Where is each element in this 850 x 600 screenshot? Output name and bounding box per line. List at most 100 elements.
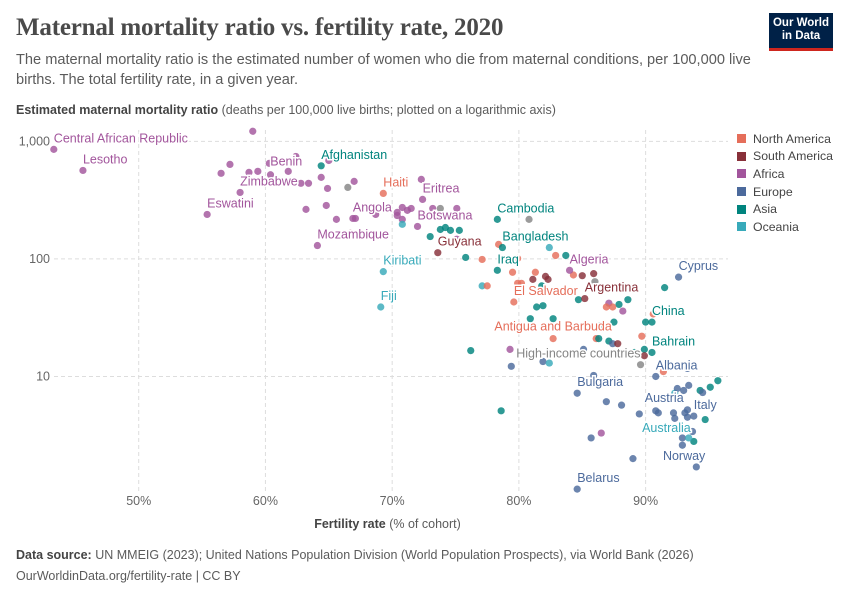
source-label: Data source: — [16, 548, 92, 562]
data-point — [50, 145, 58, 153]
legend-label: Oceania — [753, 219, 799, 234]
legend-swatch — [737, 151, 746, 161]
legend-swatch — [737, 134, 746, 144]
data-point — [236, 188, 244, 197]
legend-item[interactable]: Africa — [737, 165, 833, 183]
data-point — [203, 210, 211, 219]
data-point — [674, 273, 683, 281]
data-point — [398, 215, 406, 223]
data-point — [79, 166, 87, 175]
data-point — [640, 345, 648, 353]
data-point — [507, 362, 515, 370]
data-point — [462, 253, 470, 262]
data-point — [525, 215, 533, 223]
data-point — [429, 204, 437, 213]
data-point — [413, 222, 422, 231]
data-point — [529, 275, 537, 283]
data-point — [545, 359, 553, 367]
legend-item[interactable]: Europe — [737, 183, 833, 201]
owid-logo[interactable]: Our World in Data — [769, 13, 833, 51]
data-point — [533, 303, 541, 311]
legend-label: South America — [753, 149, 833, 164]
point-label: Italy — [694, 398, 718, 412]
data-point — [510, 298, 518, 306]
data-point — [565, 266, 574, 274]
data-point — [436, 204, 444, 213]
data-point — [640, 352, 648, 360]
data-point — [619, 307, 627, 315]
data-point — [661, 284, 669, 292]
footer-url[interactable]: OurWorldinData.org/fertility-rate | CC B… — [16, 569, 241, 583]
data-point — [493, 266, 501, 274]
data-point — [562, 251, 570, 260]
data-point — [323, 184, 332, 193]
point-label: Australia — [642, 421, 691, 435]
data-point — [539, 357, 547, 366]
point-label: Cyprus — [679, 259, 719, 273]
data-point — [332, 215, 341, 223]
point-label: Albania — [656, 358, 698, 372]
point-label: Afghanistan — [321, 148, 387, 162]
point-label: Eswatini — [207, 196, 254, 210]
data-point — [701, 415, 709, 424]
data-point — [403, 206, 411, 214]
data-point — [398, 220, 406, 228]
data-point — [526, 315, 534, 323]
x-tick-label: 50% — [126, 494, 151, 508]
data-point — [538, 282, 546, 290]
data-point — [245, 168, 253, 176]
data-point — [649, 310, 657, 318]
data-point — [636, 361, 645, 369]
legend-item[interactable]: South America — [737, 148, 833, 166]
legend-item[interactable]: Asia — [737, 200, 833, 218]
data-point — [680, 386, 688, 395]
data-point — [350, 177, 358, 185]
legend-label: Europe — [753, 184, 793, 199]
data-point — [683, 406, 692, 414]
legend-item[interactable]: North America — [737, 130, 833, 148]
point-label: Zimbabwe — [240, 174, 298, 188]
data-point — [614, 340, 622, 348]
point-label: Fiji — [381, 289, 397, 303]
data-point — [498, 243, 507, 252]
data-point — [346, 229, 354, 237]
data-point — [609, 303, 617, 311]
data-point — [597, 429, 605, 437]
legend-item[interactable]: Oceania — [737, 218, 833, 236]
data-point — [539, 302, 547, 310]
data-point — [426, 232, 434, 241]
point-label: Guyana — [438, 235, 482, 249]
point-label: Cambodia — [497, 201, 554, 215]
data-point — [678, 441, 686, 449]
data-point — [284, 167, 292, 175]
data-point — [349, 214, 357, 223]
point-label: Bahrain — [652, 334, 695, 348]
point-label: Lesotho — [83, 152, 128, 166]
y-axis-label-detail: (deaths per 100,000 live births; plotted… — [221, 103, 556, 117]
data-point — [453, 204, 461, 213]
point-label: Central African Republic — [54, 131, 188, 145]
data-point — [685, 434, 693, 442]
data-point — [304, 179, 313, 187]
x-axis-label: Fertility rate (% of cohort) — [0, 517, 775, 531]
x-tick-label: 80% — [506, 494, 531, 508]
point-label: China — [652, 304, 685, 318]
data-point — [549, 315, 557, 323]
data-point — [591, 278, 599, 286]
y-tick-label: 100 — [29, 252, 50, 266]
data-point — [635, 410, 643, 418]
data-point — [377, 303, 385, 311]
point-label: Benin — [270, 154, 302, 168]
chart-subtitle: The maternal mortality ratio is the esti… — [16, 52, 751, 88]
point-label: Angola — [353, 200, 392, 214]
data-point — [379, 268, 387, 276]
data-point — [297, 179, 305, 187]
data-point — [638, 332, 646, 340]
data-point — [598, 322, 607, 330]
data-point — [543, 206, 551, 214]
legend-swatch — [737, 204, 746, 214]
data-point — [706, 383, 714, 391]
x-tick-label: 90% — [633, 494, 658, 508]
